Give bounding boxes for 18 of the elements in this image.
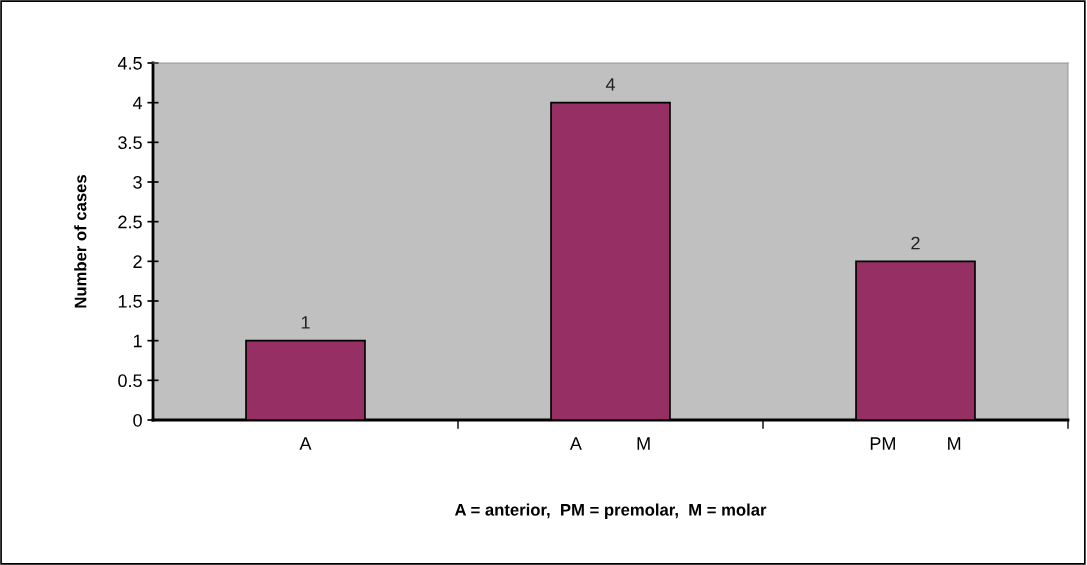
x-axis-title: A = anterior, PM = premolar, M = molar — [454, 503, 767, 520]
y-tick-label: 2 — [133, 255, 142, 268]
data-label: 1 — [301, 316, 310, 329]
y-tick-label: 3 — [133, 175, 142, 189]
x-tick-label: A — [299, 437, 312, 450]
x-tick-label: PM M — [870, 437, 961, 450]
y-tick-label: 3.5 — [118, 136, 142, 150]
y-tick-label: 4.5 — [117, 57, 142, 70]
y-tick-label: 0.5 — [118, 374, 142, 388]
x-tick-label: A M — [569, 437, 650, 450]
y-axis-title: Number of cases — [74, 175, 87, 308]
y-tick-label: 1.5 — [118, 295, 142, 308]
y-tick-label: 2.5 — [118, 215, 142, 229]
data-label: 2 — [911, 236, 920, 250]
y-tick-label: 0 — [133, 413, 142, 427]
y-tick-label: 4 — [132, 96, 143, 110]
data-label: 4 — [605, 78, 615, 91]
y-tick-label: 1 — [133, 334, 142, 348]
